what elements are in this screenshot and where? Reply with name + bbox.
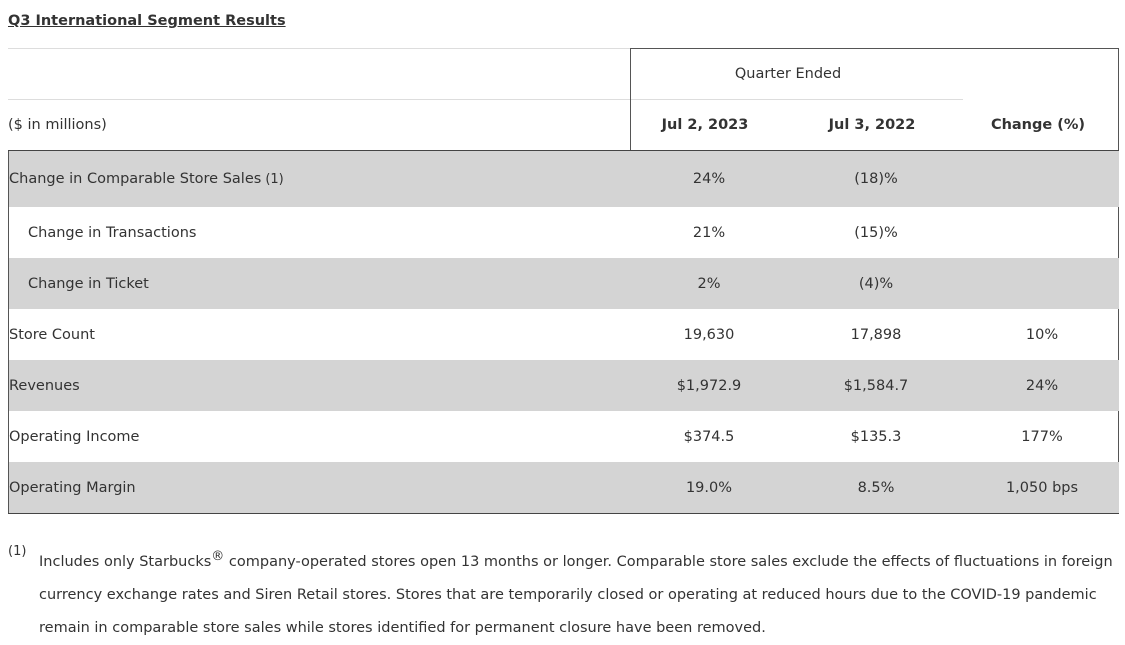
rule: [8, 99, 963, 100]
footnote-marker: (1): [8, 544, 27, 559]
table-cell: 17,898: [850, 326, 902, 343]
footnote-symbol: ®: [211, 549, 225, 564]
table-cell: 2%: [697, 275, 721, 292]
table-row: Operating Margin 19.0% 8.5% 1,050 bps: [8, 462, 1119, 513]
column-header: Change (%): [990, 116, 1086, 133]
table-cell: (18)%: [854, 171, 898, 187]
row-label-text: Change in Transactions: [28, 224, 197, 241]
row-label-text: Store Count: [9, 326, 95, 343]
table-cell: 19,630: [683, 326, 735, 343]
table-row: Change in Ticket 2% (4)%: [8, 258, 1119, 309]
table-row: Change in Comparable Store Sales (1) 24% (1…: [8, 151, 1119, 207]
row-label-text: Change in Ticket: [28, 275, 149, 292]
table-cell: $1,972.9: [676, 377, 742, 394]
row-label: Revenues: [9, 360, 80, 411]
row-label: Change in Comparable Store Sales (1): [9, 151, 284, 207]
table-cell: 1,050 bps: [1005, 479, 1079, 496]
row-label: Change in Transactions: [28, 207, 196, 258]
table-cell: 19.0%: [685, 479, 733, 496]
row-label-text: Revenues: [9, 377, 80, 394]
rule: [8, 150, 1119, 151]
table-cell: 8.5%: [857, 479, 895, 496]
column-header: Jul 2, 2023: [661, 116, 749, 133]
row-note: (1): [265, 171, 284, 187]
table-cell: (4)%: [858, 275, 894, 292]
row-label: Operating Income: [9, 411, 139, 462]
rule: [8, 513, 1119, 514]
table-cell: $374.5: [683, 428, 735, 445]
table-cell: (15)%: [854, 224, 898, 241]
table-cell: 177%: [1021, 428, 1063, 445]
group-header: Quarter Ended: [734, 65, 842, 82]
rule: [630, 48, 1119, 49]
column-header: ($ in millions): [8, 116, 107, 133]
rule: [8, 48, 630, 49]
table-cell: $1,584.7: [843, 377, 909, 394]
rule: [630, 48, 631, 150]
row-label: Operating Margin: [9, 462, 136, 513]
table-cell: 10%: [1025, 326, 1059, 343]
table-row: Store Count 19,630 17,898 10%: [8, 309, 1119, 360]
footnote-text: Includes only Starbucks® company-operate…: [39, 540, 1119, 645]
footnote-text-before: Includes only Starbucks: [39, 553, 212, 570]
table-cell: 24%: [692, 171, 726, 187]
row-label: Change in Ticket: [28, 258, 149, 309]
row-label-text: Operating Margin: [9, 479, 136, 496]
title: Q3 International Segment Results: [8, 13, 286, 29]
table-row: Revenues $1,972.9 $1,584.7 24%: [8, 360, 1119, 411]
row-label: Store Count: [9, 309, 95, 360]
column-header: Jul 3, 2022: [828, 116, 916, 133]
table-cell: $135.3: [850, 428, 902, 445]
row-label-text: Change in Comparable Store Sales: [9, 171, 262, 187]
footnote-text-after: company-operated stores open 13 months o…: [39, 553, 1113, 636]
table-row: Change in Transactions 21% (15)%: [8, 207, 1119, 258]
table-cell: 24%: [1025, 377, 1059, 394]
row-label-text: Operating Income: [9, 428, 140, 445]
table-cell: 21%: [692, 224, 726, 241]
table-row: Operating Income $374.5 $135.3 177%: [8, 411, 1119, 462]
